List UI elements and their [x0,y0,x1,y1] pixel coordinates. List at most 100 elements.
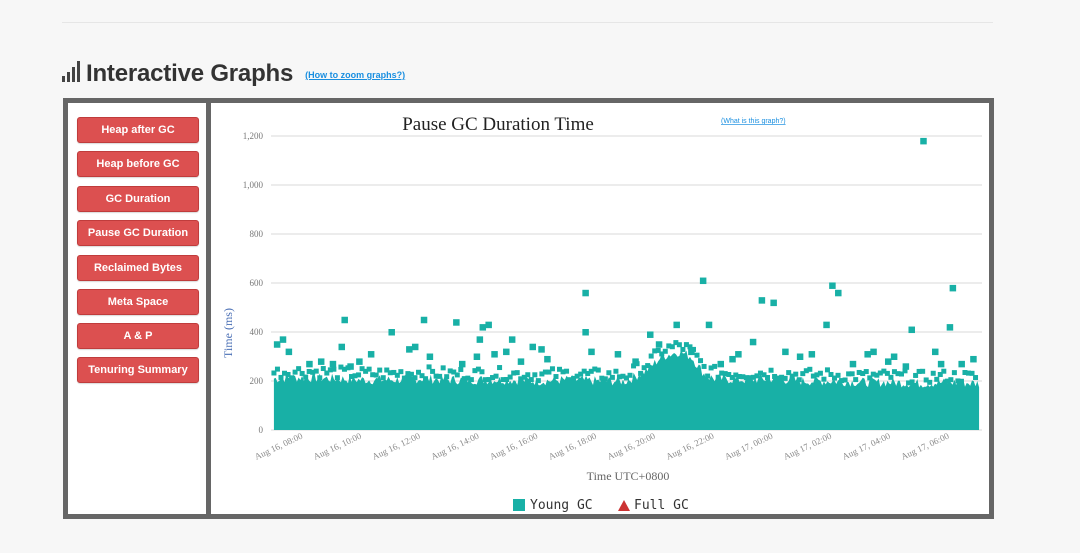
heap-before-gc-button[interactable]: Heap before GC [77,151,199,177]
young-gc-point [750,374,756,380]
graph-help-link[interactable]: (What is this graph?) [721,118,786,125]
young-gc-point [472,368,478,374]
young-gc-point [965,370,971,376]
young-gc-point [747,375,753,381]
young-gc-point [701,363,707,369]
young-gc-point [557,366,563,372]
young-gc-point [327,367,333,373]
y-axis-label: Time (ms) [221,308,235,358]
young-gc-point [412,375,418,381]
young-gc-point [538,346,545,353]
young-gc-point [916,368,922,374]
young-gc-point [405,371,411,377]
young-gc-point [930,370,936,376]
young-gc-point [800,371,806,377]
young-gc-point [931,348,939,356]
young-gc-point [296,366,302,372]
young-gc-point [359,366,365,372]
young-gc-point [884,358,892,365]
tenuring-summary-button[interactable]: Tenuring Summary [77,357,199,383]
young-gc-point [676,342,682,348]
x-tick-label: Aug 16, 22:00 [664,431,716,462]
young-gc-point [913,372,919,378]
young-gc-point [937,360,945,368]
full-gc-legend-label[interactable]: Full GC [634,498,689,513]
young-gc-point [306,368,312,374]
young-gc-point [810,373,816,379]
young-gc-point [817,370,823,376]
young-gc-point [511,370,517,376]
young-gc-point [571,375,577,381]
young-gc-point [768,367,774,373]
young-gc-point [384,367,390,373]
young-gc-point [647,331,654,338]
x-tick: Aug 16, 12:00 [371,431,423,462]
young-gc-point [476,336,484,343]
young-gc-point [955,378,961,384]
meta-space-button[interactable]: Meta Space [77,289,199,315]
young-gc-point [719,370,725,376]
young-gc-point [867,375,873,381]
young-gc-point [772,373,778,379]
young-gc-point [729,374,735,380]
young-gc-point [717,360,725,368]
young-gc-point [310,369,316,375]
young-gc-point [920,368,926,374]
young-gc-point [532,372,538,378]
young-gc-point [669,344,675,350]
young-gc-point [839,378,845,384]
young-gc-point [736,374,742,380]
young-gc-point [380,375,386,381]
pause-gc-duration-button[interactable]: Pause GC Duration [77,220,199,246]
young-gc-point [500,377,506,383]
a-and-p-button[interactable]: A & P [77,323,199,349]
zoom-help-link[interactable]: (How to zoom graphs?) [305,70,406,80]
pause-gc-chart[interactable]: Pause GC Duration Time (What is this gra… [216,103,989,514]
young-gc-point [317,358,325,365]
gc-duration-button[interactable]: GC Duration [77,186,199,212]
young-gc-point [482,377,488,383]
y-tick-label: 1,000 [243,180,264,190]
young-gc-point [779,374,785,380]
young-gc-point [846,371,852,377]
young-gc-point [406,346,413,353]
young-gc-point [454,372,460,378]
young-gc-point [473,353,481,360]
young-gc-point [620,373,626,379]
young-gc-point [958,360,965,368]
x-tick-label: Aug 16, 14:00 [429,431,481,462]
young-gc-point [331,366,337,372]
heap-after-gc-button[interactable]: Heap after GC [77,117,199,143]
young-gc-point [285,371,291,377]
young-gc-point [641,365,647,371]
young-gc-legend-label[interactable]: Young GC [530,498,593,513]
x-tick: Aug 17, 06:00 [899,431,951,462]
young-gc-point [715,374,721,380]
young-gc-point [391,369,397,375]
young-gc-point [786,370,792,376]
young-gc-point [517,358,525,365]
young-gc-point [949,284,957,292]
young-gc-point [423,376,429,382]
x-tick-label: Aug 17, 04:00 [841,431,893,462]
x-tick-label: Aug 17, 06:00 [899,431,951,462]
young-gc-point [648,353,654,359]
young-gc-point [946,324,954,331]
young-gc-point [638,370,644,376]
reclaimed-bytes-button[interactable]: Reclaimed Bytes [77,255,199,281]
young-gc-point [544,355,551,363]
young-gc-point [864,351,871,358]
chart-area: Pause GC Duration Time (What is this gra… [216,103,989,514]
young-gc-point [808,351,816,358]
young-gc-point [582,289,589,297]
young-gc-point [870,371,876,377]
young-gc-point [581,368,587,374]
young-gc-point [451,369,457,375]
young-gc-point [908,326,915,334]
young-gc-point [507,374,513,380]
young-gc-point [582,329,589,336]
young-gc-point [394,372,400,378]
young-gc-point [823,321,830,329]
young-gc-point [761,372,767,378]
young-gc-point [796,353,804,360]
